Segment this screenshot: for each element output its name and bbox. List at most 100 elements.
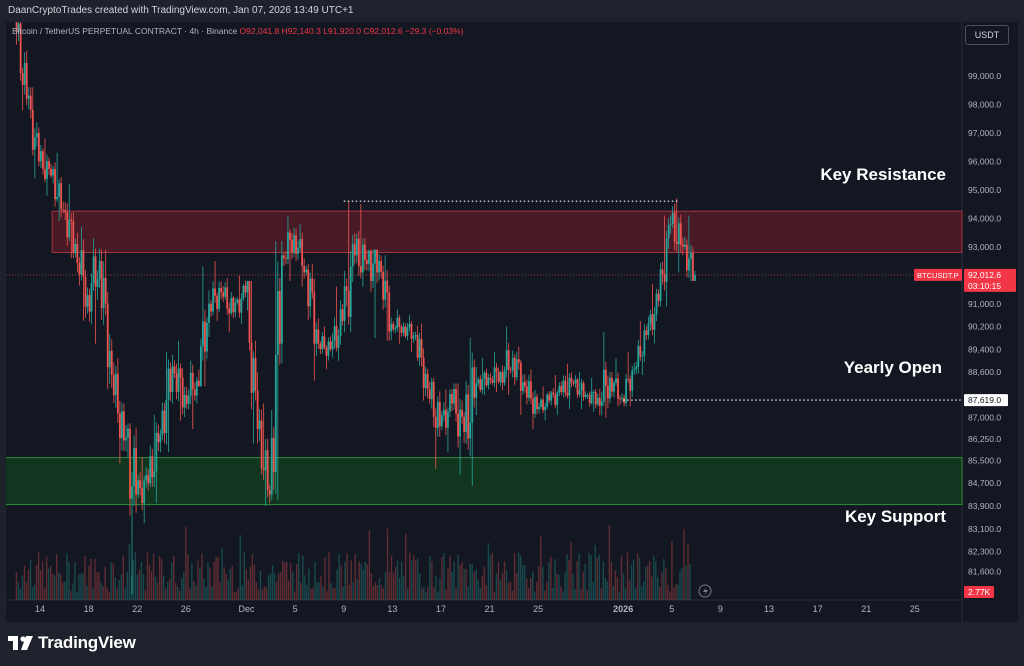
candle-body xyxy=(372,263,374,281)
candle-body xyxy=(503,369,506,383)
volume-bar xyxy=(342,586,344,600)
volume-bar xyxy=(546,581,548,600)
candle-body xyxy=(649,314,652,324)
volume-bar xyxy=(461,561,463,600)
volume-bar xyxy=(576,561,578,600)
volume-bar xyxy=(646,565,649,600)
candle-body xyxy=(169,368,172,392)
candle-body xyxy=(303,265,306,273)
volume-bar xyxy=(574,589,576,600)
volume-bar xyxy=(455,588,457,600)
volume-bar xyxy=(366,564,369,600)
volume-bar xyxy=(118,579,120,600)
volume-bar xyxy=(602,561,605,600)
candle-body xyxy=(459,409,461,437)
volume-bar xyxy=(659,586,661,600)
currency-unit-button[interactable]: USDT xyxy=(965,25,1009,45)
volume-bar xyxy=(651,576,653,600)
candle-body xyxy=(455,389,457,414)
volume-bar xyxy=(134,552,137,600)
candle-body xyxy=(430,381,433,400)
volume-bar xyxy=(265,587,268,600)
candle-body xyxy=(692,252,694,281)
candle-body xyxy=(639,345,642,357)
candle-body xyxy=(530,381,532,399)
candle-body xyxy=(202,321,204,347)
volume-bar xyxy=(675,584,677,600)
volume-bar xyxy=(221,548,223,600)
candle-body xyxy=(333,325,336,341)
volume-bar xyxy=(435,576,437,600)
candle-body xyxy=(420,339,423,358)
volume-bar xyxy=(281,560,284,600)
candle-body xyxy=(461,409,463,417)
candle-body xyxy=(106,303,109,368)
volume-bar xyxy=(606,581,609,600)
volume-bar xyxy=(679,571,681,600)
volume-bar xyxy=(457,554,459,600)
volume-bar xyxy=(304,575,306,600)
chart-frame[interactable]: 99,000.0 98,000.0 97,000.0 96,000.0 95,000.0… xyxy=(6,22,1018,622)
volume-bar xyxy=(471,564,473,600)
candle-body xyxy=(248,280,251,343)
volume-bar xyxy=(356,579,358,600)
candle-body xyxy=(327,341,330,356)
candle-body xyxy=(110,350,113,375)
volume-bar xyxy=(62,582,64,600)
candle-body xyxy=(665,238,668,282)
volume-bar xyxy=(318,582,320,600)
volume-bar xyxy=(594,544,596,600)
candle-body xyxy=(414,335,417,337)
volume-bar xyxy=(487,543,490,600)
volume-bar xyxy=(469,563,471,600)
candle-body xyxy=(94,256,97,287)
volume-bar xyxy=(255,582,258,600)
candle-body xyxy=(88,295,91,312)
volume-bar xyxy=(358,561,360,600)
volume-bar xyxy=(536,582,538,600)
volume-bar xyxy=(23,565,26,600)
price-chart[interactable]: 99,000.0 98,000.0 97,000.0 96,000.0 95,000.0… xyxy=(6,22,1018,622)
volume-bar xyxy=(296,563,298,600)
price-tick-label: 93,000.0 xyxy=(968,242,1001,252)
candle-body xyxy=(442,409,445,416)
candle-body xyxy=(29,95,32,110)
candle-body xyxy=(123,411,125,441)
yearly-open-price-tag xyxy=(964,394,1008,407)
candle-body xyxy=(523,381,526,387)
realtime-icon[interactable] xyxy=(698,584,712,598)
volume-bar xyxy=(503,561,506,600)
time-tick-label: 21 xyxy=(485,604,495,614)
volume-bar xyxy=(251,554,254,600)
candle-body xyxy=(121,411,123,439)
price-tick-label: 81,600.0 xyxy=(968,567,1001,577)
volume-bar xyxy=(138,569,141,600)
candle-body xyxy=(390,323,393,332)
candle-body xyxy=(388,292,391,332)
candle-body xyxy=(137,480,139,495)
volume-bar xyxy=(302,555,304,600)
volume-bar xyxy=(84,556,86,600)
support-zone xyxy=(6,457,963,506)
price-tick-label: 85,500.0 xyxy=(968,455,1001,465)
candle-body xyxy=(31,109,34,150)
candle-body xyxy=(548,394,551,401)
volume-bar xyxy=(17,582,20,600)
volume-bar xyxy=(257,589,260,600)
price-tick-label: 86,250.0 xyxy=(968,434,1001,444)
candle-body xyxy=(436,401,439,428)
volume-bar xyxy=(298,553,300,600)
volume-bar xyxy=(197,560,199,600)
resistance-zone xyxy=(51,210,963,253)
volume-bar xyxy=(336,569,338,600)
volume-bar xyxy=(294,591,296,600)
volume-bar xyxy=(463,568,465,600)
volume-bar xyxy=(90,558,92,600)
volume-bar xyxy=(164,588,167,600)
candle-body xyxy=(246,280,249,293)
candle-body xyxy=(37,133,40,162)
volume-bar xyxy=(140,561,143,600)
volume-bar xyxy=(417,558,419,600)
candle-body xyxy=(204,321,206,352)
volume-bar xyxy=(634,587,637,600)
